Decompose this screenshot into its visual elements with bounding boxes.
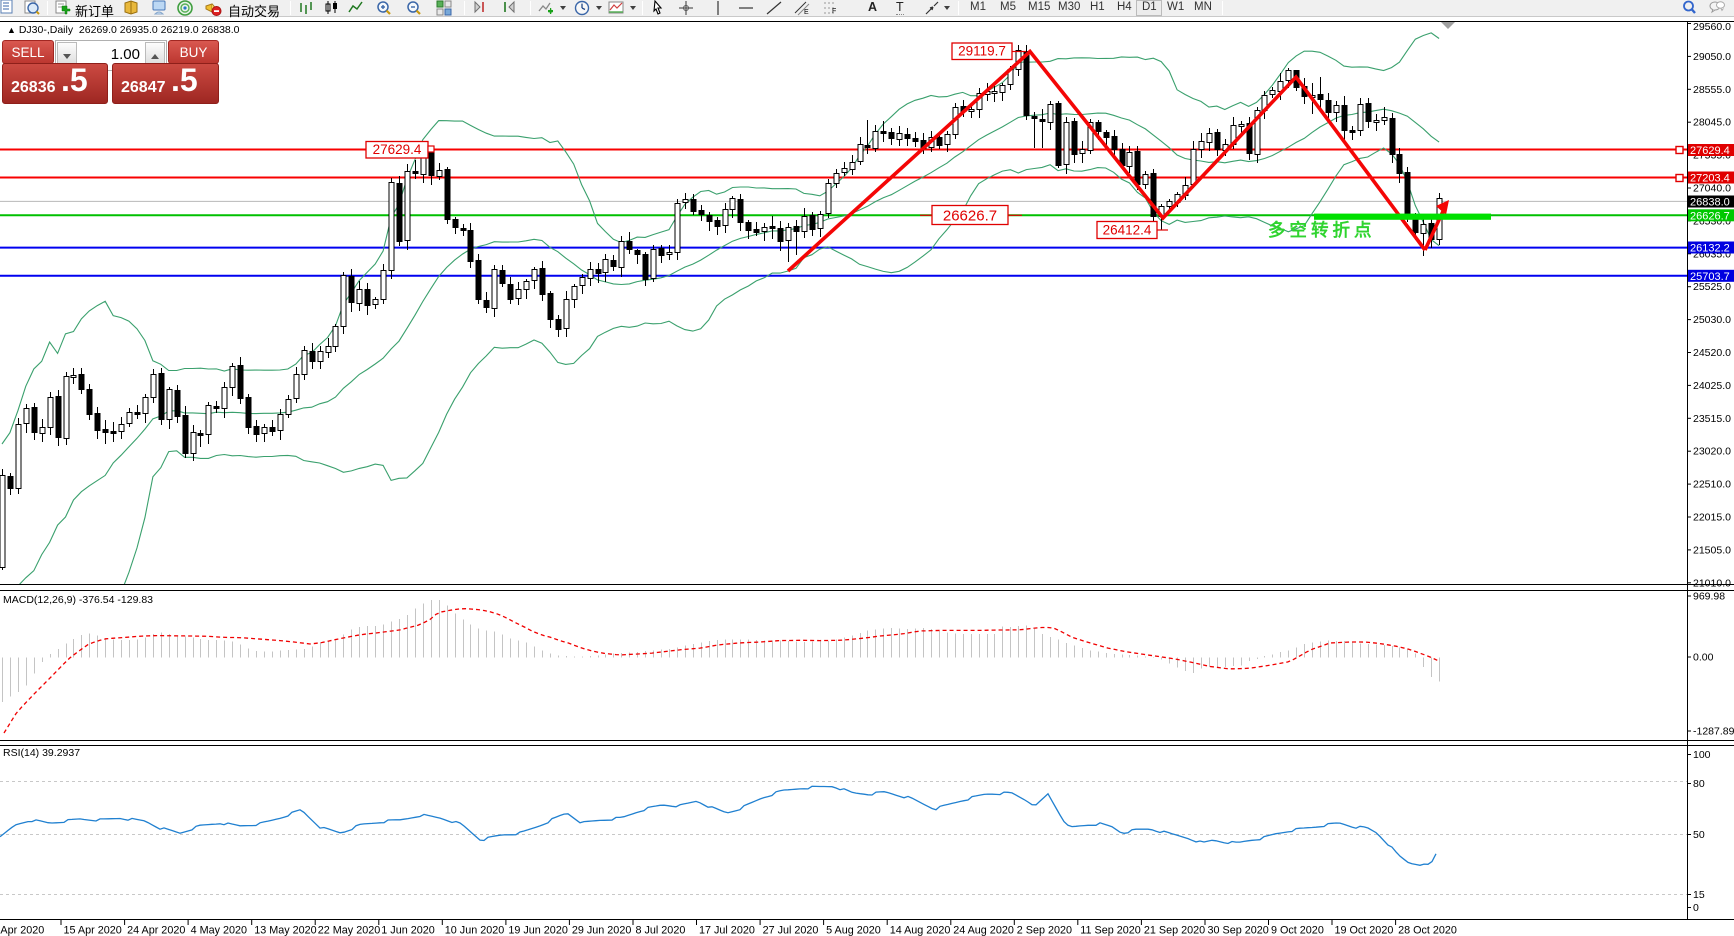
svg-text:23020.0: 23020.0	[1693, 446, 1731, 458]
svg-text:多空转折点: 多空转折点	[1268, 220, 1376, 240]
svg-text:0.00: 0.00	[1693, 652, 1714, 664]
svg-text:24520.0: 24520.0	[1693, 347, 1731, 359]
svg-text:22015.0: 22015.0	[1693, 512, 1731, 524]
svg-text:21505.0: 21505.0	[1693, 544, 1731, 556]
svg-text:6 Apr 2020: 6 Apr 2020	[0, 925, 44, 936]
svg-text:100: 100	[1693, 749, 1711, 761]
svg-text:19 Jun 2020: 19 Jun 2020	[508, 925, 567, 936]
svg-text:17 Jul 2020: 17 Jul 2020	[699, 925, 755, 936]
svg-text:F: F	[832, 8, 836, 15]
svg-text:11 Sep 2020: 11 Sep 2020	[1080, 925, 1140, 936]
svg-text:28555.0: 28555.0	[1693, 84, 1731, 96]
svg-text:29 Jun 2020: 29 Jun 2020	[572, 925, 631, 936]
svg-text:-1287.89: -1287.89	[1693, 726, 1734, 738]
svg-text:19 Oct 2020: 19 Oct 2020	[1335, 925, 1394, 936]
svg-text:E: E	[804, 9, 809, 16]
svg-text:1 Jun 2020: 1 Jun 2020	[381, 925, 434, 936]
svg-text:26626.7: 26626.7	[943, 208, 997, 225]
svg-text:13 May 2020: 13 May 2020	[254, 925, 316, 936]
svg-text:50: 50	[1693, 829, 1705, 841]
svg-text:25030.0: 25030.0	[1693, 314, 1731, 326]
svg-text:2 Sep 2020: 2 Sep 2020	[1017, 925, 1072, 936]
svg-text:MACD(12,26,9) -376.54 -129.83: MACD(12,26,9) -376.54 -129.83	[3, 594, 153, 606]
svg-text:80: 80	[1693, 778, 1705, 790]
svg-text:4 May 2020: 4 May 2020	[191, 925, 247, 936]
svg-text:15: 15	[1693, 889, 1705, 901]
svg-text:24 Apr 2020: 24 Apr 2020	[127, 925, 185, 936]
svg-text:25525.0: 25525.0	[1693, 281, 1731, 293]
svg-text:28045.0: 28045.0	[1693, 117, 1731, 129]
svg-text:RSI(14) 39.2937: RSI(14) 39.2937	[3, 747, 80, 759]
svg-text:9 Oct 2020: 9 Oct 2020	[1271, 925, 1324, 936]
svg-text:21 Sep 2020: 21 Sep 2020	[1144, 925, 1205, 936]
svg-text:14 Aug 2020: 14 Aug 2020	[890, 925, 951, 936]
svg-text:29119.7: 29119.7	[958, 44, 1006, 59]
svg-text:27629.4: 27629.4	[373, 142, 422, 157]
svg-text:0: 0	[1693, 902, 1699, 914]
svg-text:27 Jul 2020: 27 Jul 2020	[763, 925, 819, 936]
svg-text:23515.0: 23515.0	[1693, 413, 1731, 425]
svg-text:10 Jun 2020: 10 Jun 2020	[445, 925, 504, 936]
svg-text:26132.2: 26132.2	[1690, 243, 1730, 255]
svg-text:29560.0: 29560.0	[1693, 21, 1731, 33]
svg-text:27629.4: 27629.4	[1690, 145, 1730, 157]
svg-text:22 May 2020: 22 May 2020	[318, 925, 380, 936]
svg-text:28 Oct 2020: 28 Oct 2020	[1398, 925, 1457, 936]
svg-text:24 Aug 2020: 24 Aug 2020	[953, 925, 1014, 936]
svg-text:8 Jul 2020: 8 Jul 2020	[636, 925, 686, 936]
svg-text:26838.0: 26838.0	[1690, 197, 1730, 209]
svg-text:27203.4: 27203.4	[1690, 173, 1730, 185]
svg-text:24025.0: 24025.0	[1693, 380, 1731, 392]
svg-text:21010.0: 21010.0	[1693, 577, 1731, 589]
svg-text:26626.7: 26626.7	[1690, 210, 1730, 222]
svg-text:29050.0: 29050.0	[1693, 51, 1731, 63]
svg-text:22510.0: 22510.0	[1693, 479, 1731, 491]
svg-text:15 Apr 2020: 15 Apr 2020	[64, 925, 122, 936]
svg-text:25703.7: 25703.7	[1690, 271, 1730, 283]
svg-text:5 Aug 2020: 5 Aug 2020	[826, 925, 881, 936]
svg-text:26412.4: 26412.4	[1103, 223, 1152, 238]
svg-text:969.98: 969.98	[1693, 591, 1725, 603]
svg-text:30 Sep 2020: 30 Sep 2020	[1208, 925, 1269, 936]
svg-text:27040.0: 27040.0	[1693, 183, 1731, 195]
